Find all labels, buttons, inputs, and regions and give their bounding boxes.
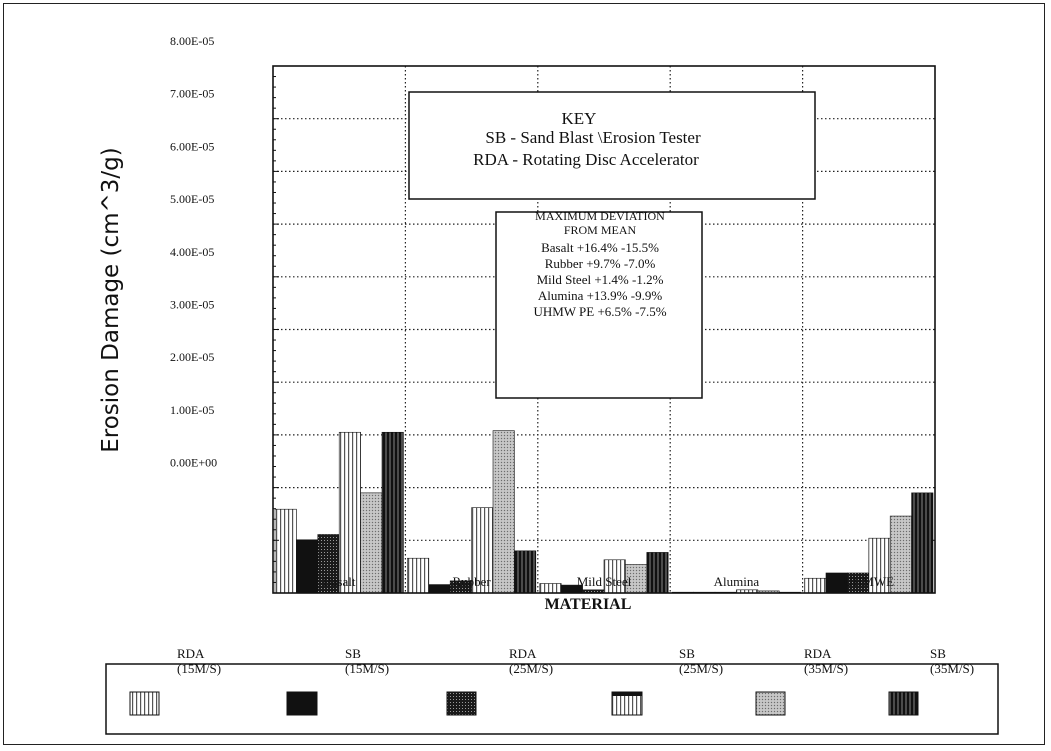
y-tick-label: 7.00E-05 — [170, 87, 214, 101]
legend: RDA (15M/S) SB (15M/S) RDA (25M/S) SB (2… — [105, 646, 999, 735]
legend-label: (15M/S) — [345, 661, 389, 676]
y-tick-label: 1.00E-05 — [170, 403, 214, 417]
legend-label: (35M/S) — [804, 661, 848, 676]
legend-border — [105, 663, 999, 735]
category-label: Basalt — [323, 574, 356, 589]
category-labels: Basalt Rubber Mild Steel Alumina UHMWE — [323, 574, 894, 589]
deviation-title: MAXIMUM DEVIATION — [535, 209, 665, 223]
bar — [539, 583, 562, 594]
bar — [514, 550, 537, 594]
category-label: Alumina — [714, 574, 760, 589]
bar — [407, 557, 430, 594]
bar — [492, 430, 515, 594]
chart-frame — [3, 3, 1045, 745]
legend-label: (35M/S) — [930, 661, 974, 676]
key-line-sb: SB - Sand Blast \Erosion Tester — [485, 128, 701, 147]
bar — [338, 431, 361, 594]
category-label: Mild Steel — [577, 574, 632, 589]
y-axis-label: Erosion Damage (cm^3/g) — [98, 147, 124, 453]
legend-swatch-sb-25-top — [612, 692, 642, 696]
deviation-row: Basalt +16.4% -15.5% — [541, 240, 659, 255]
legend-label: (25M/S) — [679, 661, 723, 676]
legend-label: SB — [930, 646, 946, 661]
x-axis-title: MATERIAL — [545, 596, 632, 613]
y-tick-label: 2.00E-05 — [170, 350, 214, 364]
bar — [296, 539, 319, 594]
deviation-row: Mild Steel +1.4% -1.2% — [537, 272, 664, 287]
deviation-row: Alumina +13.9% -9.9% — [538, 288, 662, 303]
legend-label: (15M/S) — [177, 661, 221, 676]
bar — [911, 492, 934, 594]
legend-swatch-rda-35 — [755, 691, 786, 716]
key-line-rda: RDA - Rotating Disc Accelerator — [473, 150, 699, 169]
legend-swatch-sb-15 — [286, 691, 318, 716]
legend-label: SB — [345, 646, 361, 661]
legend-label: RDA — [804, 646, 832, 661]
y-tick-label: 6.00E-05 — [170, 139, 214, 153]
bars — [274, 430, 934, 594]
key-title: KEY — [562, 109, 597, 128]
category-label: Rubber — [452, 574, 491, 589]
deviation-row: Rubber +9.7% -7.0% — [545, 256, 656, 271]
deviation-box: MAXIMUM DEVIATION FROM MEAN Basalt +16.4… — [495, 209, 703, 399]
key-box-border — [408, 91, 816, 200]
legend-label: RDA — [509, 646, 537, 661]
bar — [360, 492, 383, 594]
bar — [381, 431, 404, 594]
y-tick-labels: 8.00E-05 7.00E-05 6.00E-05 5.00E-05 4.00E-05… — [170, 34, 217, 470]
legend-swatch-sb-35 — [888, 691, 919, 716]
y-tick-label: 0.00E+00 — [170, 456, 217, 470]
legend-label: (25M/S) — [509, 661, 553, 676]
y-tick-label: 4.00E-05 — [170, 245, 214, 259]
y-tick-label: 5.00E-05 — [170, 192, 214, 206]
category-label: UHMWE — [844, 574, 895, 589]
legend-label: SB — [679, 646, 695, 661]
key-box: KEY SB - Sand Blast \Erosion Tester RDA … — [408, 91, 816, 200]
axes — [272, 65, 936, 594]
deviation-row: UHMW PE +6.5% -7.5% — [533, 304, 666, 319]
deviation-box-border — [495, 211, 703, 399]
bar — [428, 584, 451, 594]
y-tick-label: 3.00E-05 — [170, 298, 214, 312]
bar — [646, 552, 669, 594]
legend-label: RDA — [177, 646, 205, 661]
bar — [804, 577, 827, 594]
deviation-subtitle: FROM MEAN — [564, 223, 637, 237]
legend-swatch-rda-15 — [129, 691, 160, 716]
y-tick-label: 8.00E-05 — [170, 34, 214, 48]
bar — [274, 508, 297, 594]
legend-swatch-rda-25 — [446, 691, 477, 716]
